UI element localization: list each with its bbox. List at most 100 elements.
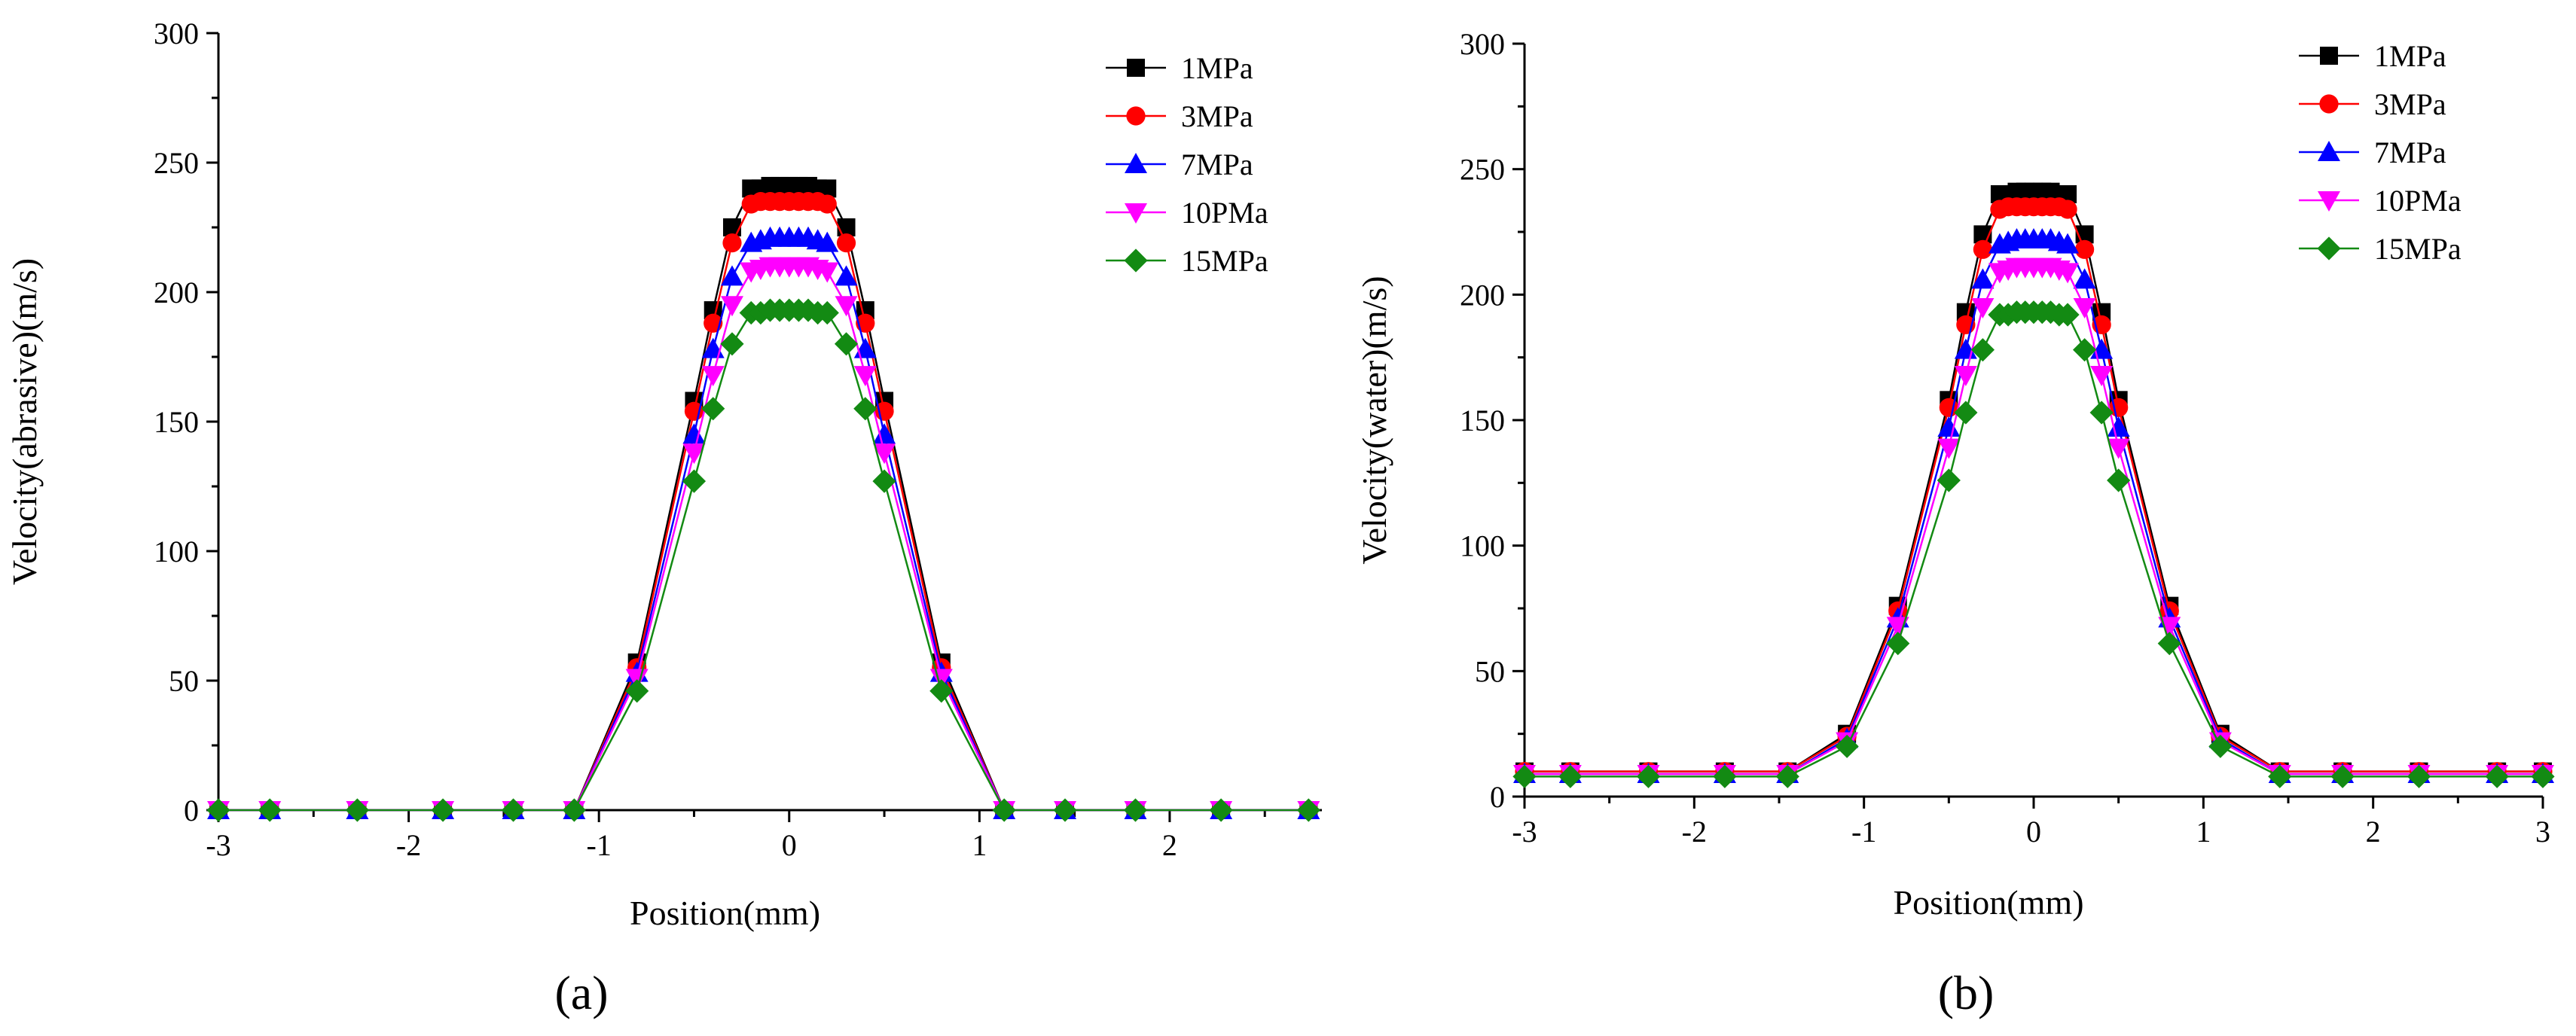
x-tick-label: 2 xyxy=(2366,815,2381,849)
legend-marker xyxy=(1127,59,1145,77)
data-point xyxy=(1558,764,1583,788)
data-point xyxy=(1775,764,1799,788)
x-tick-label: 1 xyxy=(972,828,987,862)
series-line xyxy=(218,265,1309,812)
legend: 1MPa 3MPa 7MPa 10PMa 15MPa xyxy=(2299,39,2462,266)
legend-marker xyxy=(1125,153,1147,173)
data-point xyxy=(2157,632,2181,656)
y-tick-label: 300 xyxy=(154,17,199,50)
data-point xyxy=(1970,338,1995,362)
x-axis-label: Position(mm) xyxy=(630,894,820,932)
y-tick-label: 100 xyxy=(1460,529,1505,563)
data-point xyxy=(1971,298,1995,318)
data-point xyxy=(2089,401,2114,425)
data-point xyxy=(2107,416,2130,437)
data-point xyxy=(873,443,896,465)
data-point xyxy=(2056,263,2080,284)
y-tick-label: 100 xyxy=(154,535,199,568)
x-tick-label: -1 xyxy=(1851,815,1876,849)
x-tick-label: 0 xyxy=(782,828,797,862)
y-tick-label: 200 xyxy=(154,276,199,309)
data-point xyxy=(2107,468,2131,492)
data-point xyxy=(1886,617,1909,638)
data-point xyxy=(2158,617,2181,638)
x-tick-label: -2 xyxy=(396,828,421,862)
data-point xyxy=(835,265,858,286)
data-point xyxy=(2073,338,2097,362)
data-point xyxy=(2090,366,2114,386)
y-tick-label: 50 xyxy=(169,664,199,698)
series-line xyxy=(218,184,1309,812)
data-point xyxy=(2075,239,2095,259)
data-point xyxy=(1973,239,1992,259)
data-point xyxy=(1512,764,1537,788)
legend-label: 10PMa xyxy=(1181,196,1268,230)
data-point xyxy=(2407,764,2431,788)
y-axis-label: Velocity(abrasive)(m/s) xyxy=(5,258,44,585)
legend-marker xyxy=(2319,94,2339,114)
data-point xyxy=(720,265,743,286)
data-point xyxy=(2056,233,2080,254)
data-point xyxy=(929,669,953,690)
data-point xyxy=(837,218,856,236)
x-tick-label: 0 xyxy=(2026,815,2041,849)
data-point xyxy=(1954,401,1978,425)
data-point xyxy=(834,332,859,356)
legend-label: 3MPa xyxy=(1181,99,1253,133)
chart-b: 0 50 100 150 200 250 300 -3 -2 -1 0 1 2 3 Position(mm)… xyxy=(1355,27,2555,1019)
legend-label: 15MPa xyxy=(1181,244,1268,278)
legend-marker xyxy=(2317,236,2341,261)
data-point xyxy=(1937,438,1961,459)
data-point xyxy=(2056,303,2080,327)
data-point xyxy=(835,296,858,317)
legend-marker xyxy=(2320,47,2338,65)
series-line xyxy=(218,200,1309,812)
data-point xyxy=(562,798,586,822)
y-tick-label: 150 xyxy=(154,405,199,439)
y-tick-label: 50 xyxy=(1475,654,1505,688)
series-line xyxy=(1525,190,2543,772)
legend-marker xyxy=(1124,248,1148,273)
legend-marker xyxy=(1126,106,1146,126)
x-tick-label: -3 xyxy=(1512,815,1537,849)
data-point xyxy=(1296,798,1320,822)
data-point xyxy=(701,366,725,387)
data-point xyxy=(873,423,896,444)
y-axis-label: Velocity(water)(m/s) xyxy=(1355,276,1393,564)
data-point xyxy=(992,798,1016,822)
data-point xyxy=(836,233,856,253)
data-point xyxy=(1209,798,1233,822)
data-point xyxy=(720,296,743,317)
y-tick-label: 0 xyxy=(1490,780,1505,814)
data-point xyxy=(625,679,649,703)
series-line xyxy=(1525,311,2543,778)
y-tick-label: 200 xyxy=(1460,278,1505,312)
data-point xyxy=(625,669,649,690)
data-point xyxy=(206,798,230,822)
legend-marker xyxy=(2318,191,2340,212)
data-point xyxy=(345,798,369,822)
data-point xyxy=(2268,764,2292,788)
data-point xyxy=(1123,798,1148,822)
data-point xyxy=(1886,632,1910,656)
data-point xyxy=(817,194,837,214)
legend-label: 7MPa xyxy=(2374,136,2446,169)
data-point xyxy=(1937,416,1961,437)
data-point xyxy=(682,469,707,493)
data-point xyxy=(2107,438,2130,459)
legend-label: 3MPa xyxy=(2374,87,2446,121)
data-point xyxy=(682,423,706,444)
data-point xyxy=(1713,764,1737,788)
x-tick-label: 3 xyxy=(2535,815,2550,849)
data-point xyxy=(2073,298,2096,318)
legend-label: 1MPa xyxy=(2374,39,2446,73)
data-point xyxy=(749,300,773,325)
series-line xyxy=(218,236,1309,812)
x-axis-label: Position(mm) xyxy=(1893,883,2083,922)
x-tick-label: -2 xyxy=(1682,815,1707,849)
x-tick-label: -3 xyxy=(206,828,230,862)
data-point xyxy=(853,366,877,387)
data-point xyxy=(1971,268,1995,289)
y-tick-label: 150 xyxy=(1460,404,1505,437)
